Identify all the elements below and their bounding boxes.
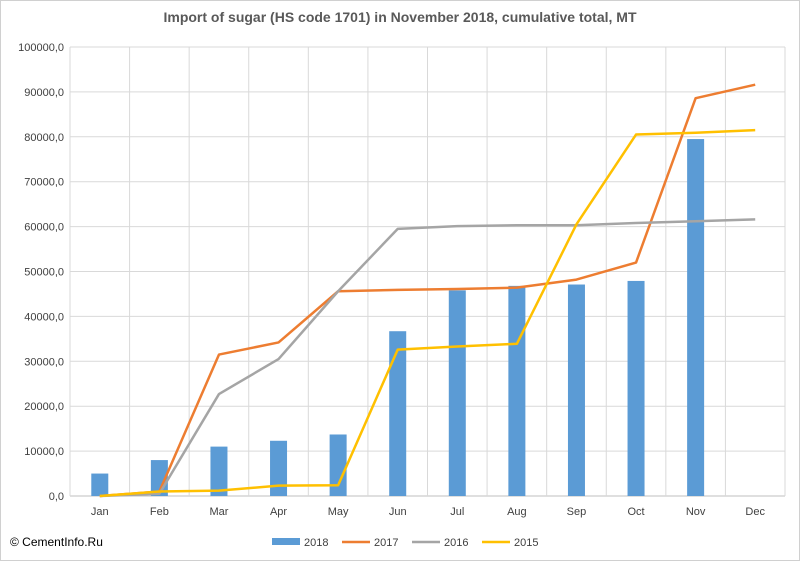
x-tick-label: Jan: [91, 506, 109, 518]
legend-swatch-2018: [272, 538, 300, 545]
x-tick-label: Mar: [209, 506, 228, 518]
series-lines: [99, 83, 756, 498]
y-tick-label: 0,0: [49, 491, 64, 503]
bar-2018-Apr: [270, 440, 288, 496]
x-tick-label: Jul: [450, 506, 464, 518]
y-tick-label: 90000,0: [24, 87, 64, 99]
x-tick-label: Sep: [567, 506, 587, 518]
x-tick-label: Aug: [507, 506, 527, 518]
legend-label-2016: 2016: [444, 537, 468, 549]
line-series-2015: [99, 128, 756, 498]
bar-2018-May: [329, 434, 347, 496]
y-axis: 0,0 10000,0 20000,0 30000,0 40000,0 50000,0 60…: [18, 42, 64, 503]
x-tick-label: Feb: [150, 506, 169, 518]
x-tick-label: Apr: [270, 506, 287, 518]
bar-2018-Jan: [91, 473, 109, 496]
chart-title: Import of sugar (HS code 1701) in Novemb…: [163, 9, 636, 25]
y-tick-label: 30000,0: [24, 356, 64, 368]
y-tick-label: 40000,0: [24, 311, 64, 323]
bar-2018-Jul: [448, 290, 466, 496]
copyright-text: © CementInfo.Ru: [10, 535, 103, 549]
x-tick-label: Dec: [745, 506, 765, 518]
x-tick-label: May: [328, 506, 349, 518]
line-series-2017: [99, 83, 756, 498]
y-tick-label: 70000,0: [24, 177, 64, 189]
bar-2018-Nov: [687, 139, 705, 497]
bar-2018-Jun: [389, 331, 407, 496]
bars-2018: [91, 139, 705, 497]
line-series-2016: [99, 218, 756, 498]
y-tick-label: 50000,0: [24, 267, 64, 279]
y-tick-label: 100000,0: [18, 42, 64, 54]
y-tick-label: 80000,0: [24, 132, 64, 144]
bar-2018-Mar: [210, 446, 228, 496]
bar-2018-Aug: [508, 285, 526, 496]
x-tick-label: Jun: [389, 506, 407, 518]
grid-lines: [69, 46, 786, 497]
bar-2018-Sep: [567, 284, 585, 496]
bar-2018-Oct: [627, 280, 645, 496]
y-tick-label: 10000,0: [24, 446, 64, 458]
y-tick-label: 60000,0: [24, 222, 64, 234]
legend-label-2017: 2017: [374, 537, 398, 549]
x-tick-label: Nov: [686, 506, 706, 518]
x-tick-label: Oct: [627, 506, 644, 518]
y-tick-label: 20000,0: [24, 401, 64, 413]
legend-label-2018: 2018: [304, 537, 328, 549]
legend-label-2015: 2015: [514, 537, 538, 549]
legend: 2018 2017 2016 2015: [272, 537, 538, 549]
x-axis: Jan Feb Mar Apr May Jun Jul Aug Sep Oct Nov Dec: [91, 506, 766, 518]
